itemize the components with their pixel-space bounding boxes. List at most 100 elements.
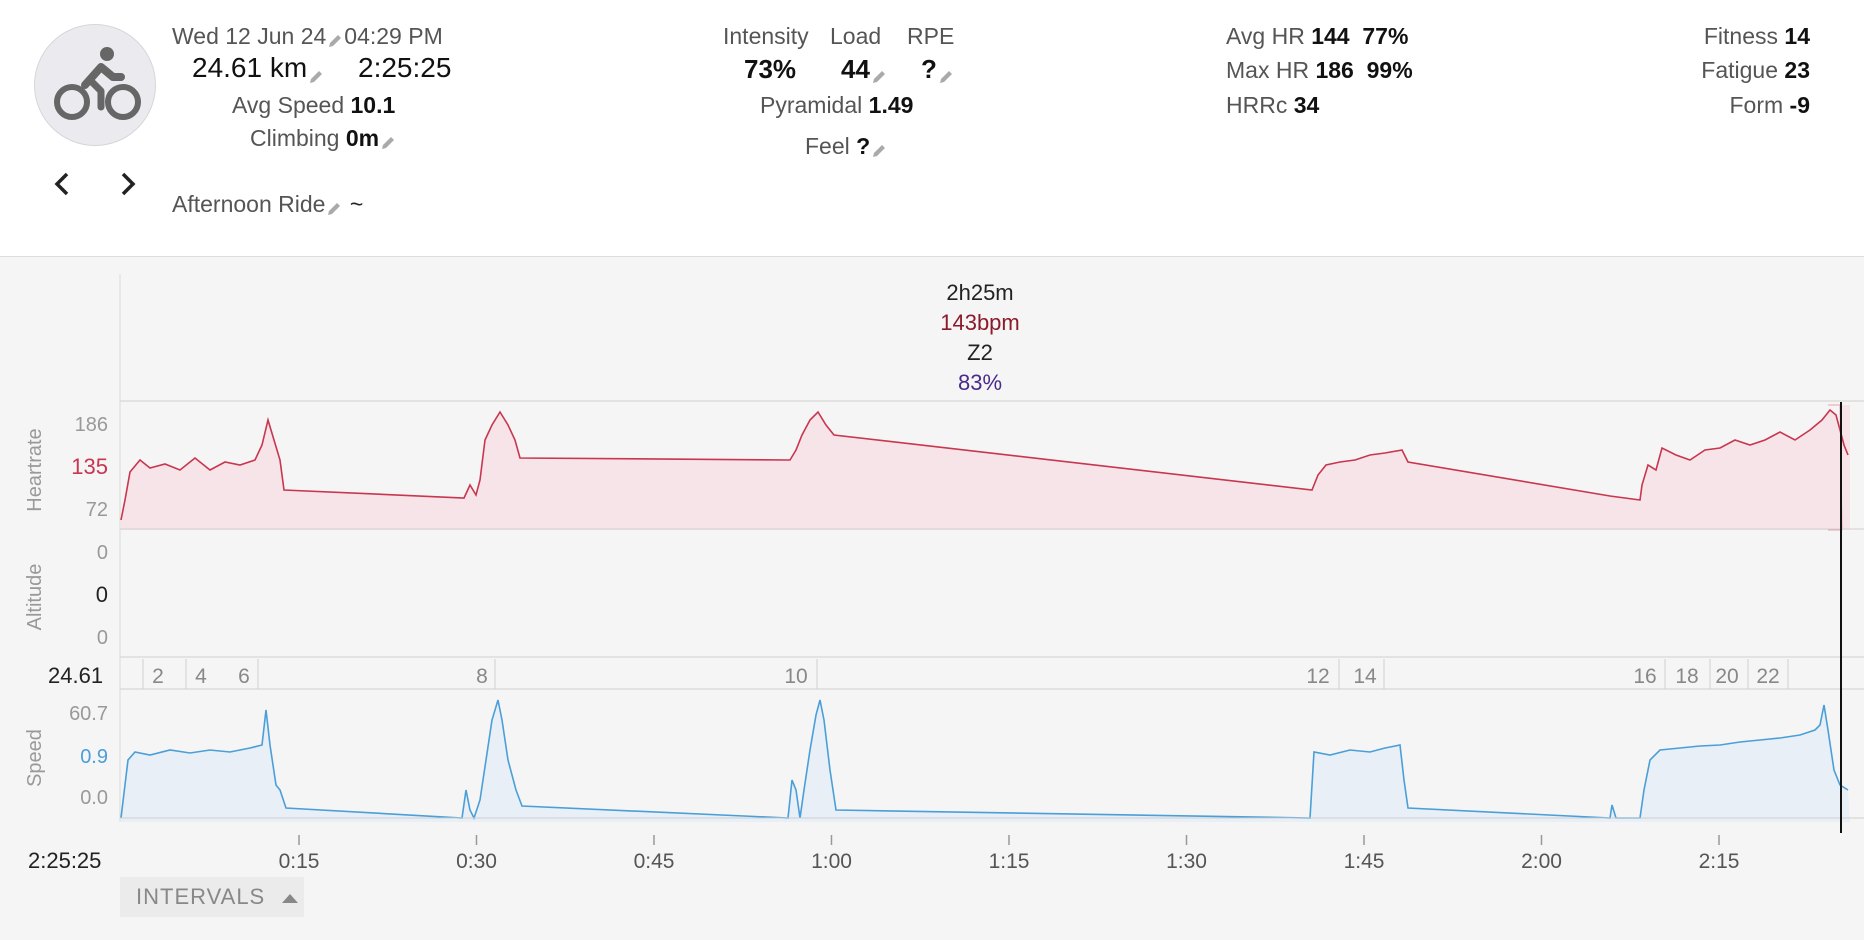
form-value: -9 bbox=[1789, 92, 1810, 118]
distance-tick-label: 8 bbox=[476, 665, 488, 688]
form-label: Form bbox=[1729, 92, 1784, 118]
activity-header: Wed 12 Jun 24 04:29 PM 24.61 km 2:25:25 A… bbox=[0, 0, 1864, 257]
edit-load-pencil-icon[interactable] bbox=[870, 62, 888, 84]
load-label: Load bbox=[830, 23, 882, 49]
avg-hr-pct: 77% bbox=[1362, 23, 1409, 49]
bicycle-icon bbox=[34, 24, 156, 146]
time-tick-label: 0:45 bbox=[634, 850, 675, 873]
time-total: 2:25:25 bbox=[28, 848, 101, 873]
heartrate-avg: 135 bbox=[71, 454, 108, 479]
speed-area bbox=[121, 700, 1850, 822]
edit-rpe-pencil-icon[interactable] bbox=[937, 62, 955, 84]
activity-date-row: Wed 12 Jun 24 04:29 PM bbox=[172, 23, 443, 50]
distance-tick-label: 2 bbox=[152, 665, 164, 688]
distance-tick-label: 20 bbox=[1715, 665, 1738, 688]
distance-tick-label: 12 bbox=[1306, 665, 1329, 688]
time-tick-label: 2:00 bbox=[1521, 850, 1562, 873]
pyramidal-row: Pyramidal 1.49 bbox=[760, 92, 913, 119]
max-hr-row: Max HR 186 99% bbox=[1226, 57, 1413, 84]
time-tick-label: 1:30 bbox=[1166, 850, 1207, 873]
hrrc-row: HRRc 34 bbox=[1226, 92, 1319, 119]
max-hr-label: Max HR bbox=[1226, 57, 1310, 83]
speed-track[interactable]: Speed 60.7 0.9 0.0 bbox=[24, 699, 1864, 822]
load-value-row: 44 bbox=[841, 54, 888, 85]
time-tick-label: 1:00 bbox=[811, 850, 852, 873]
activity-name[interactable]: Afternoon Ride bbox=[172, 191, 326, 217]
edit-climbing-pencil-icon[interactable] bbox=[379, 131, 397, 149]
max-hr-value: 186 bbox=[1315, 57, 1354, 83]
speed-min: 0.0 bbox=[80, 787, 108, 809]
distance-tick-label: 10 bbox=[784, 665, 807, 688]
activity-name-row: Afternoon Ride ~ bbox=[172, 191, 363, 218]
edit-feel-pencil-icon[interactable] bbox=[870, 139, 888, 157]
altitude-max: 0 bbox=[97, 542, 108, 564]
pyramidal-value: 1.49 bbox=[868, 92, 914, 118]
climbing-row: Climbing 0m bbox=[250, 125, 397, 152]
rpe-value: ? bbox=[921, 54, 937, 84]
activity-name-suffix: ~ bbox=[349, 191, 364, 217]
heartrate-min: 72 bbox=[86, 499, 108, 521]
heartrate-max: 186 bbox=[75, 414, 108, 436]
distance-tick-label: 4 bbox=[195, 665, 207, 688]
altitude-min: 0 bbox=[97, 627, 108, 649]
summary-hr: 143bpm bbox=[940, 310, 1020, 335]
activity-time: 04:29 PM bbox=[344, 23, 443, 49]
avg-speed-row: Avg Speed 10.1 bbox=[232, 92, 395, 119]
previous-activity-button[interactable] bbox=[50, 168, 74, 205]
rpe-value-row: ? bbox=[921, 54, 955, 85]
avg-hr-value: 144 bbox=[1311, 23, 1350, 49]
intervals-button-label: INTERVALS bbox=[136, 884, 266, 909]
intervals-toggle-button[interactable]: INTERVALS bbox=[120, 877, 304, 917]
distance-tick-label: 16 bbox=[1633, 665, 1656, 688]
fatigue-row: Fatigue 23 bbox=[1701, 57, 1810, 84]
altitude-avg: 0 bbox=[96, 582, 108, 607]
distance-total: 24.61 bbox=[48, 663, 103, 688]
time-axis: 2:25:25 0:15 0:30 0:45 1:00 1:15 1:30 1:45 2:00… bbox=[28, 835, 1739, 873]
caret-up-icon bbox=[282, 894, 299, 904]
distance-tick-label: 6 bbox=[238, 665, 250, 688]
distance-axis: 24.61 2 4 6 8 10 12 14 16 18 20 22 bbox=[48, 659, 1864, 690]
activity-date: Wed 12 Jun 24 bbox=[172, 23, 327, 49]
edit-name-pencil-icon[interactable] bbox=[325, 197, 343, 215]
distance-tick-label: 22 bbox=[1756, 665, 1779, 688]
fitness-value: 14 bbox=[1784, 23, 1810, 49]
heartrate-area bbox=[121, 405, 1850, 530]
heartrate-track-label: Heartrate bbox=[24, 428, 46, 511]
edit-distance-pencil-icon[interactable] bbox=[307, 61, 325, 83]
time-tick-label: 2:15 bbox=[1699, 850, 1740, 873]
activity-chart-panel[interactable]: 2h25m 143bpm Z2 83% Heartrate 186 135 72… bbox=[0, 257, 1864, 940]
form-row: Form -9 bbox=[1729, 92, 1810, 119]
time-tick-label: 0:30 bbox=[456, 850, 497, 873]
edit-date-pencil-icon[interactable] bbox=[326, 29, 344, 47]
heartrate-line bbox=[120, 408, 1849, 521]
load-value: 44 bbox=[841, 54, 870, 84]
distance-tick-label: 18 bbox=[1675, 665, 1698, 688]
speed-line bbox=[120, 699, 1849, 821]
intensity-value: 73% bbox=[744, 54, 797, 84]
chevron-left-icon bbox=[54, 172, 69, 196]
distance-row: 24.61 km bbox=[192, 52, 325, 84]
hrrc-label: HRRc bbox=[1226, 92, 1288, 118]
heartrate-track[interactable]: Heartrate 186 135 72 bbox=[24, 404, 1864, 531]
avg-hr-row: Avg HR 144 77% bbox=[1226, 23, 1408, 50]
activity-duration: 2:25:25 bbox=[358, 52, 452, 83]
time-tick-label: 1:15 bbox=[989, 850, 1030, 873]
speed-avg: 0.9 bbox=[80, 746, 108, 768]
hrrc-value: 34 bbox=[1293, 92, 1320, 118]
summary-zone: Z2 bbox=[967, 340, 993, 365]
feel-row: Feel ? bbox=[805, 133, 888, 160]
fatigue-value: 23 bbox=[1784, 57, 1810, 83]
fitness-label: Fitness bbox=[1703, 23, 1779, 49]
max-hr-pct: 99% bbox=[1366, 57, 1413, 83]
chevron-right-icon bbox=[121, 172, 136, 196]
summary-duration: 2h25m bbox=[946, 280, 1013, 305]
time-tick-label: 1:45 bbox=[1344, 850, 1385, 873]
altitude-track-label: Altitude bbox=[24, 564, 46, 631]
climbing-value: 0m bbox=[345, 125, 380, 151]
pyramidal-label: Pyramidal bbox=[760, 92, 863, 118]
altitude-track[interactable]: Altitude 0 0 0 bbox=[24, 542, 1864, 658]
intensity-label: Intensity bbox=[723, 23, 809, 49]
rpe-label: RPE bbox=[907, 23, 955, 49]
next-activity-button[interactable] bbox=[116, 168, 140, 205]
speed-max: 60.7 bbox=[69, 703, 108, 725]
